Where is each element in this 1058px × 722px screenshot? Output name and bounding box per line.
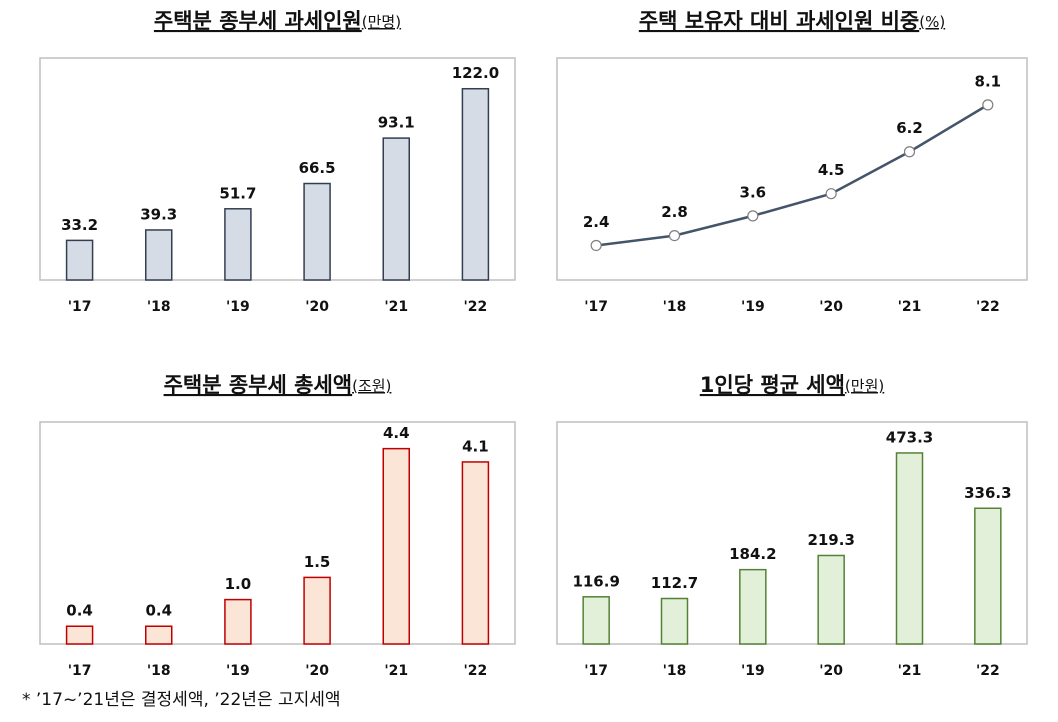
bar <box>303 182 331 281</box>
bar <box>974 507 1002 645</box>
chart-title: 1인당 평균 세액(만원) <box>700 373 884 397</box>
value-label: 51.7 <box>219 184 256 202</box>
value-label: 4.4 <box>383 424 410 442</box>
value-label: 336.3 <box>964 484 1011 502</box>
value-label: 93.1 <box>378 114 415 132</box>
bar <box>660 597 689 645</box>
bar <box>582 596 610 645</box>
line-marker <box>747 210 759 222</box>
bar <box>895 452 924 645</box>
bar <box>145 229 173 281</box>
value-label: 0.4 <box>66 602 93 620</box>
value-label: 1.0 <box>225 575 252 593</box>
x-tick-label: '19 <box>226 299 250 315</box>
footnote: * ’17~’21년은 결정세액, ’22년은 고지세액 <box>22 690 341 710</box>
x-tick-label: '18 <box>147 299 171 315</box>
title-unit: (만원) <box>845 377 884 395</box>
panel-frame <box>39 421 516 645</box>
value-label: 4.5 <box>818 161 845 179</box>
bar <box>224 598 252 645</box>
x-tick-label: '17 <box>68 663 92 679</box>
panel-frame <box>39 57 516 281</box>
bar <box>461 461 490 645</box>
value-label: 39.3 <box>140 205 177 223</box>
x-tick-label: '19 <box>226 663 250 679</box>
line-marker <box>903 146 916 158</box>
value-label: 116.9 <box>572 572 619 590</box>
x-tick-label: '21 <box>898 299 922 315</box>
bar <box>65 239 94 281</box>
value-label: 1.5 <box>304 553 331 571</box>
title-text: 주택분 종부세 총세액 <box>164 373 353 397</box>
title-unit: (조원) <box>352 377 391 395</box>
value-label: 2.4 <box>583 213 610 231</box>
x-tick-label: '21 <box>384 299 408 315</box>
value-label: 8.1 <box>975 72 1002 90</box>
x-tick-label: '17 <box>584 299 608 315</box>
value-label: 112.7 <box>651 574 698 592</box>
value-label: 4.1 <box>462 437 489 455</box>
x-tick-label: '17 <box>584 663 608 679</box>
value-label: 66.5 <box>299 159 336 177</box>
line-marker <box>825 188 837 200</box>
value-label: 6.2 <box>896 119 923 137</box>
value-label: 0.4 <box>145 602 172 620</box>
title-text: 주택 보유자 대비 과세인원 비중 <box>639 9 919 33</box>
bar <box>145 625 173 645</box>
x-tick-label: '19 <box>741 663 765 679</box>
bar <box>382 137 410 281</box>
x-tick-label: '20 <box>819 299 843 315</box>
chart-title: 주택분 종부세 총세액(조원) <box>164 373 392 397</box>
x-tick-label: '20 <box>305 663 329 679</box>
value-label: 122.0 <box>452 64 499 82</box>
title-text: 주택분 종부세 과세인원 <box>154 9 362 33</box>
title-unit: (%) <box>919 13 945 31</box>
x-tick-label: '21 <box>384 663 408 679</box>
x-tick-label: '17 <box>68 299 92 315</box>
line <box>596 103 989 247</box>
chart-title: 주택 보유자 대비 과세인원 비중(%) <box>639 9 945 33</box>
value-label: 2.8 <box>661 203 688 221</box>
title-unit: (만명) <box>362 13 401 31</box>
x-tick-label: '20 <box>819 663 843 679</box>
bar <box>461 87 490 281</box>
chart-title: 주택분 종부세 과세인원(만명) <box>154 9 401 33</box>
value-label: 219.3 <box>807 531 854 549</box>
x-tick-label: '19 <box>741 299 765 315</box>
bar <box>382 447 410 645</box>
bar <box>224 208 252 281</box>
x-tick-label: '18 <box>663 299 687 315</box>
value-label: 3.6 <box>740 183 767 201</box>
x-tick-label: '18 <box>147 663 171 679</box>
x-tick-label: '18 <box>663 663 687 679</box>
panel-frame <box>556 57 1028 281</box>
x-tick-label: '22 <box>464 663 488 679</box>
line-marker <box>668 230 681 242</box>
value-label: 473.3 <box>886 428 933 446</box>
x-tick-label: '21 <box>898 663 922 679</box>
bar <box>817 554 845 645</box>
value-label: 33.2 <box>61 216 98 234</box>
title-text: 1인당 평균 세액 <box>700 373 845 397</box>
x-tick-label: '22 <box>976 299 1000 315</box>
bar <box>739 568 767 645</box>
x-tick-label: '22 <box>976 663 1000 679</box>
panel-frame <box>556 421 1028 645</box>
line-marker <box>590 239 602 252</box>
x-tick-label: '22 <box>464 299 488 315</box>
value-label: 184.2 <box>729 545 776 563</box>
bar <box>65 625 94 645</box>
x-tick-label: '20 <box>305 299 329 315</box>
line-marker <box>982 99 994 111</box>
bar <box>303 576 331 645</box>
